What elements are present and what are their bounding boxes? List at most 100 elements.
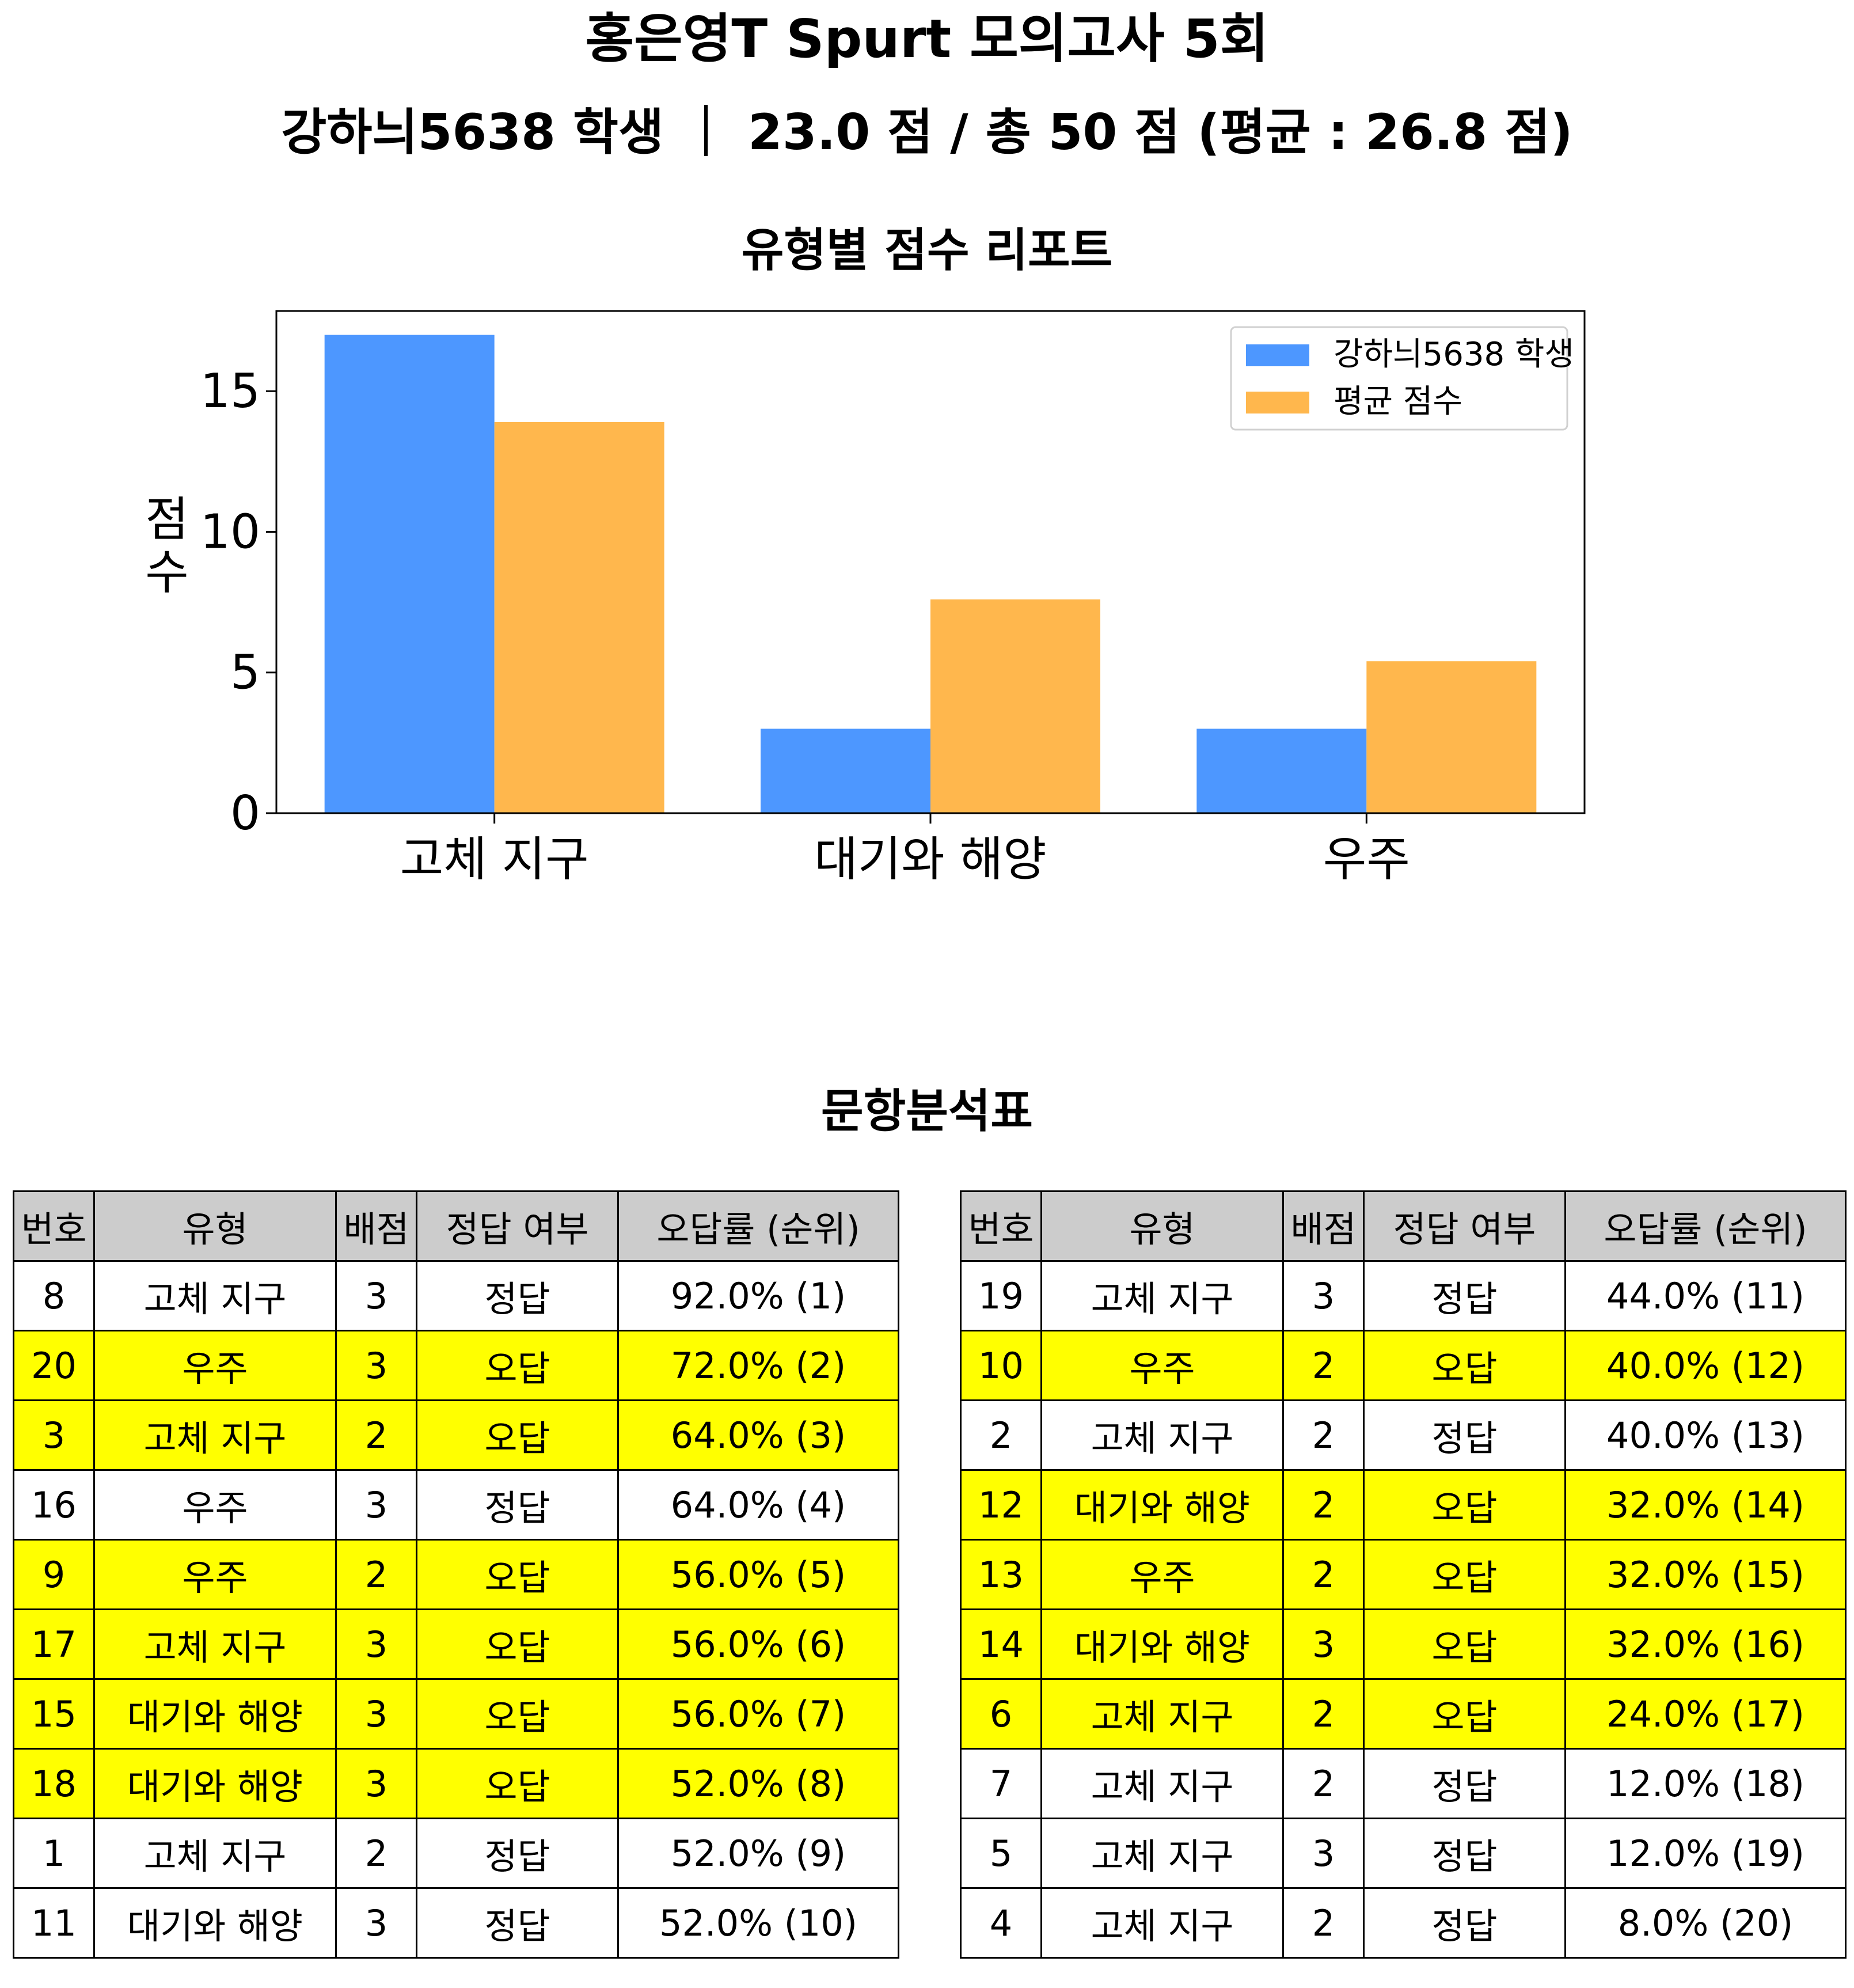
cell-result: 오답 [1363,1539,1566,1610]
chart-title: 유형별 점수 리포트 [741,223,1113,277]
bar [930,599,1100,813]
cell-type: 고체 지구 [93,1608,337,1680]
cell-error-rate: 32.0% (14) [1564,1469,1847,1541]
cell-points: 3 [1282,1608,1365,1680]
cell-number: 10 [960,1330,1042,1401]
header-result: 정답 여부 [1363,1190,1566,1262]
cell-type: 우주 [93,1330,337,1401]
table-row: 2 고체 지구 2 정답 40.0% (13) [960,1399,1847,1471]
cell-error-rate: 56.0% (5) [617,1539,899,1610]
cell-type: 고체 지구 [1040,1818,1284,1889]
header-result: 정답 여부 [416,1190,619,1262]
legend-box [1230,326,1568,431]
header-points: 배점 [335,1190,417,1262]
cell-result: 정답 [416,1818,619,1889]
cell-points: 2 [1282,1887,1365,1959]
cell-number: 14 [960,1608,1042,1680]
cell-number: 13 [960,1539,1042,1610]
cell-number: 17 [13,1608,95,1680]
cell-type: 고체 지구 [1040,1748,1284,1819]
cell-number: 15 [13,1678,95,1750]
y-tick-label: 5 [230,646,260,700]
table-row: 11 대기와 해양 3 정답 52.0% (10) [13,1887,899,1959]
cell-points: 2 [1282,1330,1365,1401]
cell-points: 3 [335,1260,417,1331]
y-tick-label: 0 [230,786,260,841]
cell-points: 3 [335,1887,417,1959]
cell-type: 대기와 해양 [93,1678,337,1750]
cell-error-rate: 72.0% (2) [617,1330,899,1401]
cell-number: 5 [960,1818,1042,1889]
cell-result: 오답 [1363,1608,1566,1680]
cell-result: 오답 [1363,1469,1566,1541]
cell-points: 2 [335,1399,417,1471]
score-summary: 강하늬5638 학생 ｜ 23.0 점 / 총 50 점 (평균 : 26.8 … [281,104,1573,161]
cell-number: 11 [13,1887,95,1959]
cell-result: 정답 [416,1887,619,1959]
legend-label: 강하늬5638 학생 [1333,336,1574,373]
cell-result: 정답 [1363,1260,1566,1331]
header-type: 유형 [93,1190,337,1262]
header-points: 배점 [1282,1190,1365,1262]
cell-type: 고체 지구 [93,1818,337,1889]
table-row: 12 대기와 해양 2 오답 32.0% (14) [960,1469,1847,1541]
bar [1196,729,1367,813]
bar [761,729,930,813]
cell-number: 9 [13,1539,95,1610]
table-row: 18 대기와 해양 3 오답 52.0% (8) [13,1748,899,1819]
cell-points: 2 [1282,1539,1365,1610]
cell-points: 2 [1282,1399,1365,1471]
cell-error-rate: 92.0% (1) [617,1260,899,1331]
cell-points: 2 [335,1818,417,1889]
cell-number: 1 [13,1818,95,1889]
cell-error-rate: 52.0% (8) [617,1748,899,1819]
y-tick-label: 10 [200,504,260,559]
cell-error-rate: 40.0% (12) [1564,1330,1847,1401]
table-row: 9 우주 2 오답 56.0% (5) [13,1539,899,1610]
cell-type: 고체 지구 [1040,1260,1284,1331]
cell-result: 오답 [416,1399,619,1471]
legend-swatch [1246,344,1309,366]
cell-type: 우주 [93,1469,337,1541]
cell-number: 3 [13,1399,95,1471]
cell-result: 오답 [416,1539,619,1610]
header-error-rate: 오답률 (순위) [617,1190,899,1262]
cell-result: 오답 [416,1608,619,1680]
cell-type: 고체 지구 [93,1399,337,1471]
cell-error-rate: 52.0% (10) [617,1887,899,1959]
cell-type: 우주 [1040,1330,1284,1401]
table-row: 20 우주 3 오답 72.0% (2) [13,1330,899,1401]
cell-points: 3 [335,1330,417,1401]
cell-points: 3 [1282,1818,1365,1889]
cell-points: 2 [1282,1748,1365,1819]
cell-number: 6 [960,1678,1042,1750]
cell-error-rate: 56.0% (7) [617,1678,899,1750]
cell-type: 고체 지구 [93,1260,337,1331]
x-tick-label: 우주 [1323,832,1410,887]
cell-result: 정답 [416,1469,619,1541]
cell-result: 오답 [416,1678,619,1750]
cell-type: 대기와 해양 [1040,1608,1284,1680]
cell-points: 3 [335,1678,417,1750]
header-error-rate: 오답률 (순위) [1564,1190,1847,1262]
table-row: 15 대기와 해양 3 오답 56.0% (7) [13,1678,899,1750]
y-tick-label: 15 [200,364,260,419]
cell-number: 12 [960,1469,1042,1541]
cell-number: 4 [960,1887,1042,1959]
cell-result: 오답 [1363,1330,1566,1401]
cell-number: 18 [13,1748,95,1819]
cell-result: 정답 [1363,1887,1566,1959]
x-tick-label: 대기와 해양 [814,832,1046,887]
cell-type: 고체 지구 [1040,1399,1284,1471]
cell-number: 16 [13,1469,95,1541]
cell-type: 고체 지구 [1040,1887,1284,1959]
table-row: 14 대기와 해양 3 오답 32.0% (16) [960,1608,1847,1680]
table-row: 16 우주 3 정답 64.0% (4) [13,1469,899,1541]
cell-points: 3 [335,1469,417,1541]
cell-number: 7 [960,1748,1042,1819]
cell-error-rate: 24.0% (17) [1564,1678,1847,1750]
table-row: 4 고체 지구 2 정답 8.0% (20) [960,1887,1847,1959]
cell-points: 3 [335,1608,417,1680]
